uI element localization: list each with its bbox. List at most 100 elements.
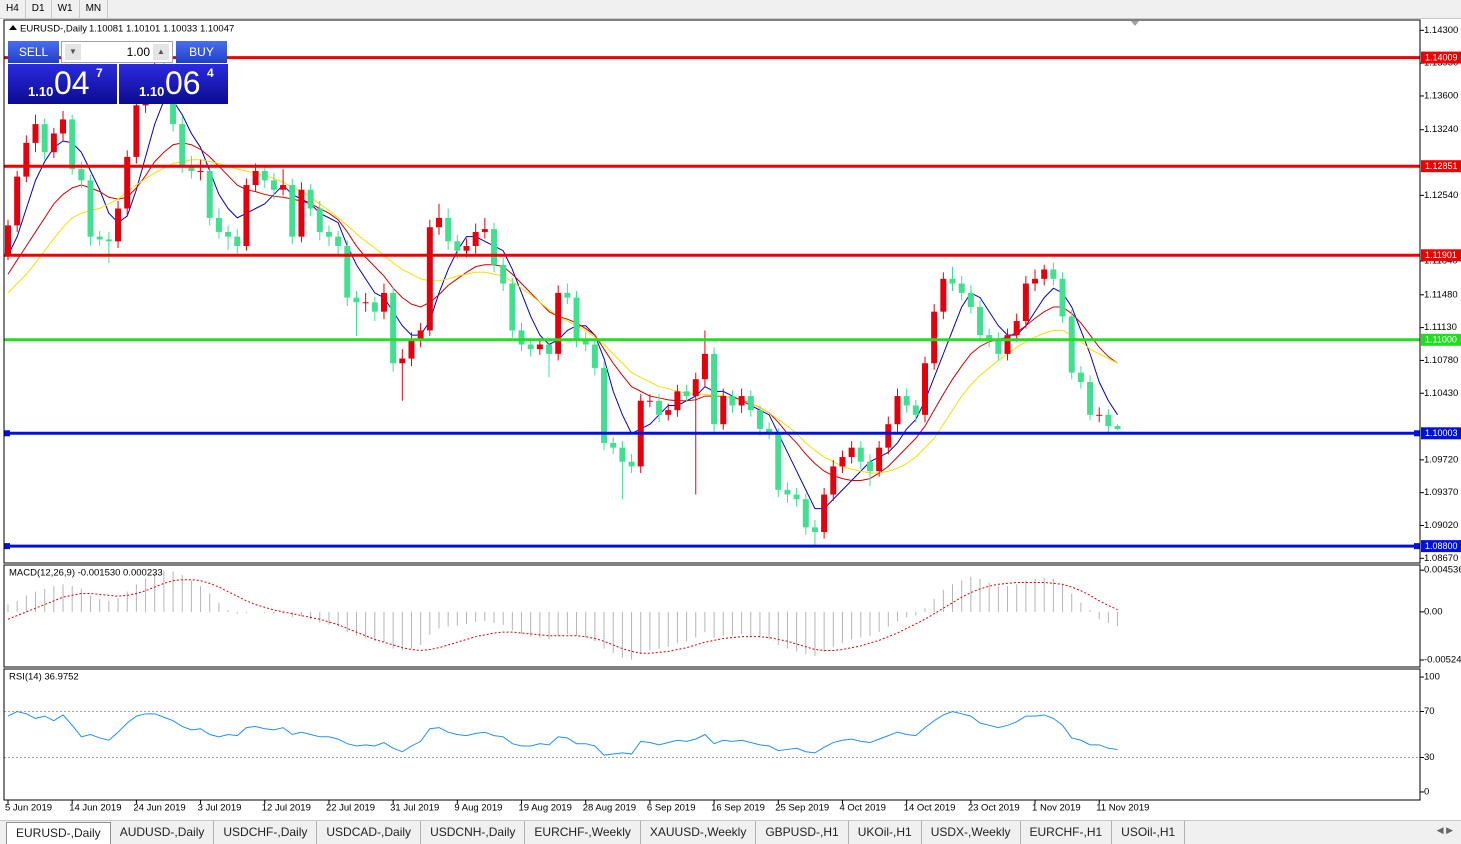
bid-price[interactable]: 1.10 04 7 — [8, 64, 117, 104]
candle-body — [1059, 278, 1066, 317]
tab-scroll[interactable]: ◀ ▶ — [1436, 825, 1453, 835]
level-label: 1.14009 — [1425, 52, 1458, 62]
candle-body — [738, 396, 745, 406]
y-tick-label: 1.10780 — [1424, 355, 1458, 366]
price-fraction: 7 — [96, 66, 103, 80]
candle-body — [619, 447, 626, 462]
candle-body — [426, 227, 433, 331]
candle-body — [215, 217, 222, 232]
x-tick-label: 12 Jul 2019 — [262, 803, 311, 814]
chart-tab[interactable]: EURCHF-,H1 — [1021, 821, 1113, 844]
candle-body — [399, 358, 406, 364]
candle-body — [518, 330, 525, 345]
timeframe-button[interactable]: H4 — [0, 0, 26, 18]
level-label-box — [1421, 540, 1461, 553]
collapse-icon[interactable] — [9, 25, 17, 30]
candle-body — [977, 306, 984, 336]
candle-body — [610, 442, 617, 448]
candle-body — [848, 447, 855, 458]
price-fraction: 4 — [207, 66, 214, 80]
candle-body — [628, 461, 635, 467]
candle-body — [536, 344, 543, 350]
candle-body — [362, 302, 369, 304]
candle-body — [96, 236, 103, 240]
candle-body — [500, 264, 507, 284]
y-tick-label: 70 — [1424, 706, 1435, 717]
chart-tab[interactable]: AUDUSD-,Daily — [111, 821, 215, 844]
candle-body — [546, 344, 553, 354]
x-tick-label: 14 Oct 2019 — [904, 803, 956, 814]
timeframe-button[interactable]: D1 — [26, 0, 52, 18]
macd-signal — [7, 579, 1118, 654]
moving-average — [7, 100, 1118, 510]
candle-body — [188, 166, 195, 171]
candle-body — [307, 189, 314, 209]
x-tick-label: 28 Aug 2019 — [583, 803, 636, 814]
x-tick-label: 4 Oct 2019 — [839, 803, 885, 814]
candle-body — [967, 292, 974, 307]
buy-button[interactable]: BUY — [176, 41, 227, 63]
candle-body — [463, 246, 470, 251]
candle-body — [78, 169, 85, 181]
price-pips: 04 — [54, 65, 90, 101]
y-tick-label: 0.00 — [1424, 606, 1443, 617]
candle-body — [270, 180, 277, 190]
chart-tab[interactable]: USDX-,Weekly — [922, 821, 1021, 844]
candle-body — [491, 229, 498, 265]
chart-tab[interactable]: USDCAD-,Daily — [317, 821, 422, 844]
x-tick-label: 14 Jun 2019 — [69, 803, 121, 814]
candle-body — [408, 339, 415, 359]
candle-body — [1105, 414, 1112, 427]
y-tick-label: 1.09370 — [1424, 487, 1458, 498]
chart-tab[interactable]: EURUSD-,Daily — [6, 822, 111, 844]
x-tick-label: 25 Sep 2019 — [775, 803, 829, 814]
pane — [7, 570, 1119, 660]
x-tick-label: 16 Sep 2019 — [711, 803, 765, 814]
candle-body — [683, 391, 690, 397]
chart-tab[interactable]: USDCNH-,Daily — [421, 821, 526, 844]
chart-tab[interactable]: GBPUSD-,H1 — [756, 821, 849, 844]
y-tick-label: 1.09720 — [1424, 454, 1458, 465]
candle-body — [1096, 414, 1103, 416]
chart-tab[interactable]: USOil-,H1 — [1112, 821, 1186, 844]
y-tick-label: 0 — [1424, 786, 1429, 797]
candle-body — [5, 225, 11, 256]
candle-body — [527, 344, 534, 350]
ask-price[interactable]: 1.10 06 4 — [119, 64, 228, 104]
candle-body — [280, 185, 287, 190]
candle-body — [1032, 278, 1039, 284]
candle-body — [747, 396, 754, 411]
candle-body — [252, 170, 259, 186]
lot-up[interactable]: ▲ — [153, 44, 169, 60]
chart-tab[interactable]: XAUUSD-,Weekly — [641, 821, 757, 844]
chart-tab[interactable]: UKOil-,H1 — [849, 821, 922, 844]
x-tick-label: 1 Nov 2019 — [1032, 803, 1081, 814]
level-label: 1.11901 — [1425, 250, 1457, 260]
candle-body — [940, 278, 947, 312]
candle-body — [646, 400, 653, 402]
timeframe-button[interactable]: W1 — [52, 0, 80, 18]
candle-body — [711, 353, 718, 425]
level-label-box — [1421, 427, 1461, 440]
candle-body — [766, 428, 773, 434]
x-tick-label: 31 Jul 2019 — [390, 803, 439, 814]
candle-body — [344, 246, 351, 298]
candle-body — [876, 447, 883, 472]
indicator-title: MACD(12,26,9) -0.001530 0.000233 — [9, 568, 163, 579]
candle-body — [225, 231, 232, 237]
candle-body — [555, 292, 562, 354]
y-tick-label: 1.08670 — [1424, 553, 1458, 564]
lot-input[interactable]: ▼ 1.00 ▲ — [61, 41, 173, 63]
candle-body — [206, 170, 213, 218]
lot-down[interactable]: ▼ — [65, 44, 81, 60]
sell-button[interactable]: SELL — [8, 41, 59, 63]
candle-body — [454, 241, 461, 251]
chart-tab[interactable]: EURCHF-,Weekly — [525, 821, 641, 844]
candle-body — [573, 297, 580, 340]
timeframe-button[interactable]: MN — [80, 0, 109, 18]
candle-body — [756, 410, 763, 429]
level-label-box — [1421, 249, 1461, 262]
indicator-title: RSI(14) 36.9752 — [9, 672, 79, 683]
chart-tab[interactable]: USDCHF-,Daily — [214, 821, 318, 844]
